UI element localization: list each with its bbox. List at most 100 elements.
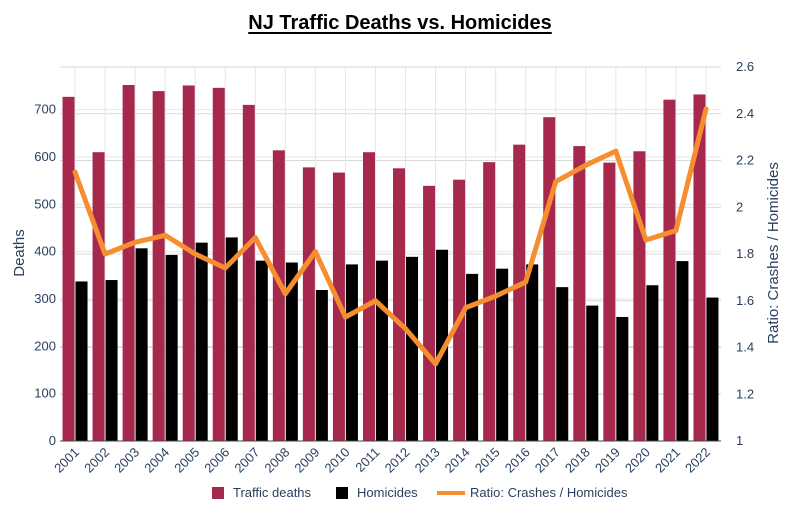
ratio-point [252, 235, 258, 241]
legend-swatch-homicides [336, 487, 348, 499]
ratio-point [342, 314, 348, 320]
bar-homicides [255, 260, 268, 441]
legend: Traffic deaths Homicides Ratio: Crashes … [212, 485, 628, 500]
bar-traffic-deaths [543, 117, 556, 441]
bar-homicides [586, 305, 599, 441]
x-tick-label: 2010 [321, 445, 352, 476]
x-tick-label: 2018 [562, 445, 593, 476]
x-tick-label: 2001 [51, 445, 82, 476]
bar-homicides [676, 261, 689, 441]
bar-homicides [105, 280, 118, 441]
bar-homicides [466, 273, 479, 441]
x-tick-label: 2013 [412, 445, 443, 476]
legend-item-homicides[interactable]: Homicides [336, 485, 418, 500]
chart-title: NJ Traffic Deaths vs. Homicides [248, 12, 551, 34]
bar-traffic-deaths [483, 162, 496, 441]
bar-homicides [616, 316, 629, 441]
line-layer [72, 106, 709, 367]
bar-homicides [406, 256, 419, 441]
ratio-point [72, 169, 78, 175]
bar-traffic-deaths [663, 99, 676, 441]
ratio-point [613, 148, 619, 154]
y2-tick-label: 2.6 [736, 59, 754, 74]
bar-homicides [556, 287, 569, 441]
legend-swatch-traffic [212, 487, 224, 499]
y-tick-label: 300 [34, 291, 56, 306]
ratio-point [673, 228, 679, 234]
bar-layer [62, 84, 719, 442]
bar-traffic-deaths [453, 179, 466, 442]
legend-label-homicides: Homicides [357, 485, 418, 500]
ratio-point [312, 249, 318, 255]
bar-homicides [345, 264, 358, 441]
x-tick-label: 2016 [502, 445, 533, 476]
bar-homicides [706, 297, 719, 441]
bar-homicides [225, 237, 238, 441]
bar-traffic-deaths [423, 185, 436, 441]
y2-axis-label: Ratio: Crashes / Homicides [765, 162, 782, 344]
y-tick-label: 100 [34, 386, 56, 401]
ratio-point [493, 293, 499, 299]
y2-tick-label: 2 [736, 199, 743, 214]
x-tick-label: 2020 [622, 445, 653, 476]
y2-tick-label: 2.2 [736, 153, 754, 168]
bar-homicides [526, 264, 539, 441]
x-tick-label: 2008 [261, 445, 292, 476]
bar-homicides [315, 289, 328, 441]
bar-traffic-deaths [302, 167, 315, 441]
bar-homicides [135, 248, 148, 441]
x-tick-label: 2009 [291, 445, 322, 476]
legend-label-traffic: Traffic deaths [233, 485, 312, 500]
y2-tick-label: 1 [736, 433, 743, 448]
ratio-point [222, 265, 228, 271]
ratio-point [583, 162, 589, 168]
bar-traffic-deaths [573, 146, 586, 441]
ratio-point [553, 179, 559, 185]
x-tick-label: 2006 [201, 445, 232, 476]
y-tick-label: 500 [34, 196, 56, 211]
x-tick-label: 2012 [382, 445, 413, 476]
y2-tick-label: 1.4 [736, 340, 754, 355]
ratio-point [372, 298, 378, 304]
y-tick-label: 400 [34, 244, 56, 259]
x-tick-label: 2019 [592, 445, 623, 476]
legend-item-traffic[interactable]: Traffic deaths [212, 485, 312, 500]
ratio-point [433, 361, 439, 367]
bar-traffic-deaths [152, 91, 165, 442]
ratio-point [162, 232, 168, 238]
bar-traffic-deaths [393, 168, 406, 441]
y2-tick-label: 2.4 [736, 106, 754, 121]
ratio-point [403, 326, 409, 332]
ratio-point [643, 237, 649, 243]
bar-traffic-deaths [362, 152, 375, 441]
bar-traffic-deaths [693, 94, 706, 442]
y-tick-label: 200 [34, 338, 56, 353]
bar-homicides [436, 249, 449, 441]
y2-tick-label: 1.2 [736, 386, 754, 401]
x-tick-label: 2005 [171, 445, 202, 476]
bar-traffic-deaths [513, 144, 526, 441]
ratio-point [463, 305, 469, 311]
ratio-point [192, 251, 198, 257]
ratio-point [132, 239, 138, 245]
bar-homicides [195, 242, 208, 441]
x-tick-label: 2002 [81, 445, 112, 476]
bar-homicides [375, 260, 388, 441]
x-tick-label: 2022 [682, 445, 713, 476]
bar-traffic-deaths [633, 151, 646, 441]
ratio-point [703, 106, 709, 112]
x-tick-label: 2014 [442, 445, 473, 476]
bar-traffic-deaths [122, 84, 135, 442]
x-tick-label: 2011 [352, 445, 382, 475]
ratio-point [523, 279, 529, 285]
x-tick-label: 2004 [141, 445, 172, 476]
bar-homicides [285, 262, 298, 441]
bar-traffic-deaths [62, 96, 75, 441]
ratio-point [102, 251, 108, 257]
bar-traffic-deaths [272, 150, 285, 441]
bar-homicides [496, 268, 509, 441]
legend-item-ratio[interactable]: Ratio: Crashes / Homicides [437, 485, 628, 500]
x-tick-label: 2007 [231, 445, 262, 476]
bar-traffic-deaths [603, 162, 616, 442]
legend-label-ratio: Ratio: Crashes / Homicides [470, 485, 628, 500]
